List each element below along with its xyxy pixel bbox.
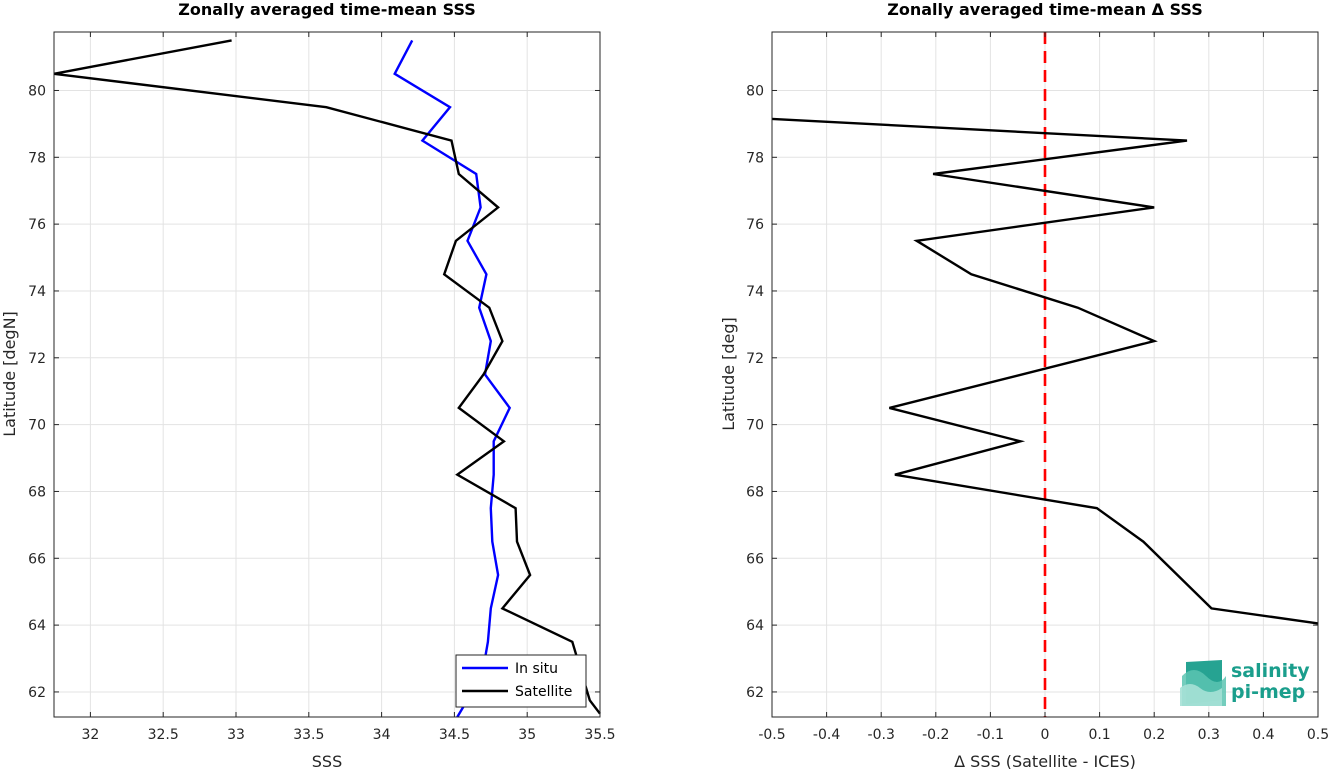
y-tick-label: 76 <box>746 217 764 233</box>
y-tick-label: 74 <box>746 284 764 300</box>
y-tick-label: 80 <box>28 83 46 99</box>
y-tick-label: 64 <box>746 618 764 634</box>
y-tick-label: 62 <box>746 685 764 701</box>
y-tick-label: 66 <box>28 551 46 567</box>
y-tick-label: 80 <box>746 83 764 99</box>
legend-label-in-situ: In situ <box>515 661 558 677</box>
series-line-in-situ <box>393 39 512 718</box>
right-title: Zonally averaged time-mean Δ SSS <box>887 0 1203 19</box>
right-ticks: -0.5 -0.4 -0.3 -0.2 -0.1 0 0.1 0.2 0.3 0.4 0.5 62 64… <box>746 32 1329 743</box>
right-panel: -0.5 -0.4 -0.3 -0.2 -0.1 0 0.1 0.2 0.3 0.4 0.5 62 64… <box>719 0 1329 769</box>
logo-wave-icon <box>1180 660 1226 706</box>
x-tick-label: 34.5 <box>439 727 470 743</box>
logo-text-pimep: pi-mep <box>1231 681 1305 703</box>
left-axes-box <box>53 31 601 718</box>
y-tick-label: 68 <box>28 484 46 500</box>
y-tick-label: 76 <box>28 217 46 233</box>
right-ylabel: Latitude [deg] <box>719 317 738 431</box>
x-tick-label: 0 <box>1041 727 1050 743</box>
right-series-lines <box>771 117 1319 625</box>
x-tick-label: 32 <box>81 727 99 743</box>
salinity-pimep-logo: salinity pi-mep <box>1180 660 1310 706</box>
y-tick-label: 66 <box>746 551 764 567</box>
y-tick-label: 74 <box>28 284 46 300</box>
legend: In situ Satellite <box>455 654 587 708</box>
x-tick-label: -0.2 <box>922 727 949 743</box>
y-tick-label: 78 <box>746 150 764 166</box>
left-series-lines <box>53 39 601 718</box>
x-tick-label: 35.5 <box>584 727 615 743</box>
y-tick-label: 78 <box>28 150 46 166</box>
y-tick-label: 64 <box>28 618 46 634</box>
left-ticks: 32 32.5 33 33.5 34 34.5 35 35.5 62 64 66 68 70 72 74 76… <box>28 32 616 743</box>
series-line-satellite <box>53 39 601 715</box>
x-tick-label: 35 <box>518 727 536 743</box>
left-grid <box>54 32 601 717</box>
y-tick-label: 62 <box>28 685 46 701</box>
x-tick-label: 34 <box>373 727 391 743</box>
x-tick-label: -0.1 <box>977 727 1004 743</box>
y-tick-label: 70 <box>28 418 46 434</box>
y-tick-label: 72 <box>746 351 764 367</box>
series-line-delta-sss <box>771 117 1319 625</box>
x-tick-label: 32.5 <box>148 727 179 743</box>
x-tick-label: 33 <box>227 727 245 743</box>
right-xlabel: Δ SSS (Satellite - ICES) <box>954 752 1136 769</box>
x-tick-label: 0.3 <box>1198 727 1220 743</box>
left-plot-area <box>54 32 600 717</box>
y-tick-label: 70 <box>746 418 764 434</box>
logo-text-salinity: salinity <box>1231 660 1310 682</box>
left-xlabel: SSS <box>312 752 342 769</box>
x-tick-label: 0.5 <box>1307 727 1329 743</box>
y-tick-label: 72 <box>28 351 46 367</box>
right-grid <box>771 32 1319 717</box>
left-title: Zonally averaged time-mean SSS <box>178 0 476 19</box>
left-panel: 32 32.5 33 33.5 34 34.5 35 35.5 62 64 66 68 70 72 74 76… <box>0 0 616 769</box>
legend-box <box>455 654 587 708</box>
x-tick-label: 0.4 <box>1252 727 1274 743</box>
x-tick-label: -0.4 <box>813 727 840 743</box>
x-tick-label: 33.5 <box>293 727 324 743</box>
y-tick-label: 68 <box>746 484 764 500</box>
x-tick-label: 0.2 <box>1143 727 1165 743</box>
x-tick-label: 0.1 <box>1088 727 1110 743</box>
x-tick-label: -0.3 <box>868 727 895 743</box>
x-tick-label: -0.5 <box>758 727 785 743</box>
left-ylabel: Latitude [degN] <box>0 311 19 437</box>
legend-label-satellite: Satellite <box>515 684 572 700</box>
